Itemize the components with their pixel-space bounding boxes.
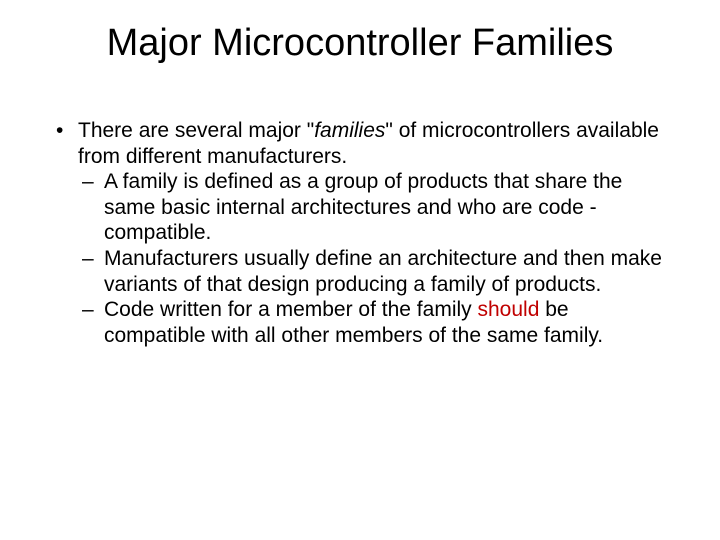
- text-fragment: Code written for a member of the family: [104, 298, 477, 321]
- bullet-level1: There are several major "families" of mi…: [54, 118, 670, 169]
- text-fragment: Manufacturers usually define an architec…: [104, 247, 662, 296]
- text-highlight: should: [477, 298, 539, 321]
- text-fragment: A family is defined as a group of produc…: [104, 170, 622, 244]
- bullet-level2: A family is defined as a group of produc…: [78, 169, 670, 246]
- bullet-level2: Manufacturers usually define an architec…: [78, 246, 670, 297]
- slide-body: There are several major "families" of mi…: [54, 118, 670, 348]
- slide-title: Major Microcontroller Families: [0, 22, 720, 65]
- bullet-level2: Code written for a member of the family …: [78, 297, 670, 348]
- text-emphasis: families: [314, 119, 385, 142]
- text-fragment: There are several major ": [78, 119, 314, 142]
- slide: Major Microcontroller Families There are…: [0, 0, 720, 540]
